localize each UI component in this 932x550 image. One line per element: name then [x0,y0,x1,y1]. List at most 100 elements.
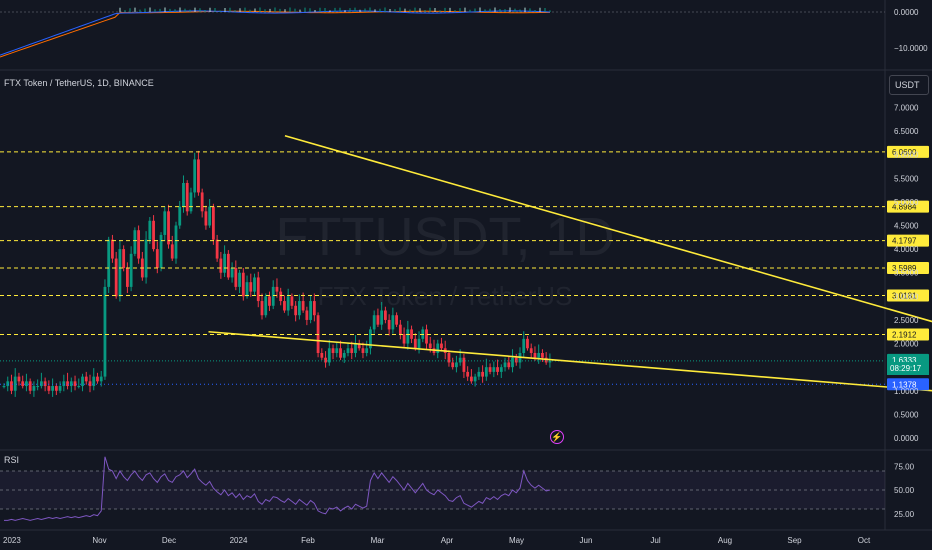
trend-drawings[interactable] [208,135,932,409]
rsi-tick-label: 50.00 [894,486,915,495]
candle-body [327,348,331,363]
candle-body [331,348,335,353]
symbol-legend[interactable]: FTX Token / TetherUS, 1D, BINANCE [4,78,154,88]
rsi-tick-label: 25.00 [894,510,915,519]
candle-body [354,343,357,353]
lightning-icon[interactable]: ⚡ [550,430,564,444]
candle-body [410,329,413,339]
candle-body [290,296,294,306]
candle-body [226,253,230,278]
rsi-pane [0,456,885,521]
candle-body [178,206,182,226]
candle-body [28,381,32,391]
candle-body [529,348,533,353]
candle-body [96,376,99,382]
candle-body [159,234,163,268]
candle-body [47,386,51,391]
candle-body [88,381,92,387]
level-label: 6.0600 [892,148,917,157]
candle-body [271,286,275,306]
candle-body [335,348,339,353]
candle-body [492,367,496,372]
candle-body [522,338,526,353]
rsi-legend[interactable]: RSI [4,455,20,465]
level-label-bg [887,234,929,247]
candle-body [537,353,541,358]
candle-body [440,343,443,349]
horizontal-levels[interactable] [0,151,885,385]
candle-body [208,206,212,226]
candle-body [488,367,492,372]
candle-body [413,338,417,349]
quote-unit-button[interactable]: USDT [889,75,929,95]
candle-body [111,239,114,259]
candle-body [170,244,174,259]
candle-body [507,362,511,368]
low-level-label: 1.1378 [892,380,917,389]
candle-body [451,362,455,368]
level-label: 4.8984 [892,203,917,212]
price-tick-label: 4.5000 [894,222,919,231]
candle-body [342,353,346,358]
candle-body [245,282,249,297]
candle-body [234,268,238,287]
candle-body [305,310,309,320]
watermark-name: FTX Token / TetherUS [318,281,573,311]
candle-body [125,268,129,287]
level-label-bg [887,200,929,213]
candle-body [13,376,17,391]
time-tick-label: Mar [371,536,385,545]
rsi-line [4,456,551,521]
candle-body [339,348,342,358]
level-label: 2.1912 [892,331,917,340]
candle-body [294,305,298,316]
candle-body [25,381,28,387]
candle-body [21,381,25,387]
level-label: 4.1797 [892,237,917,246]
candle-body [447,353,451,363]
candle-body [387,319,391,330]
rsi-band [0,471,885,509]
candle-body [219,258,223,273]
candle-body [541,353,544,358]
candle-body [473,376,477,382]
time-axis[interactable]: 2023 Nov Dec 2024 Feb Mar Apr May Jun Jul Aug Sep Oc… [3,536,871,545]
candle-body [163,211,167,235]
price-tick-label: 0.5000 [894,410,919,419]
price-axis[interactable]: 6.0600 4.8984 4.1797 3.5989 3.0181 2.1912 1.13… [887,8,929,519]
time-tick-label: Aug [718,536,732,545]
candle-body [391,315,395,330]
candle-body [129,253,133,287]
candle-body [58,386,62,391]
candle-body [499,367,503,372]
candle-body [249,282,253,292]
candle-body [544,357,548,363]
candle-body [122,249,126,268]
candle-body [185,183,189,212]
candle-body [350,348,354,353]
time-tick-label: Feb [301,536,315,545]
candle-body [264,296,268,316]
candle-body [51,386,55,391]
candle-body [548,361,552,363]
candle-body [238,272,241,287]
candle-body [514,357,518,363]
candle-body [268,296,271,306]
time-tick-label: 2024 [230,536,248,545]
candle-body [99,376,103,382]
candle-body [81,376,84,387]
candle-body [2,386,6,388]
candle-body [425,329,428,344]
price-tick-label: 7.0000 [894,103,919,112]
candle-body [32,386,36,391]
price-tick-label: 1.0000 [894,387,919,396]
rsi-band-fill [0,471,885,509]
candle-body [54,386,58,391]
candle-body [152,220,155,250]
candle-body [215,239,219,259]
macd-line [0,10,551,56]
candle-body [458,357,462,363]
price-tick-label: 6.0000 [894,151,919,160]
level-label-bg [887,289,929,302]
